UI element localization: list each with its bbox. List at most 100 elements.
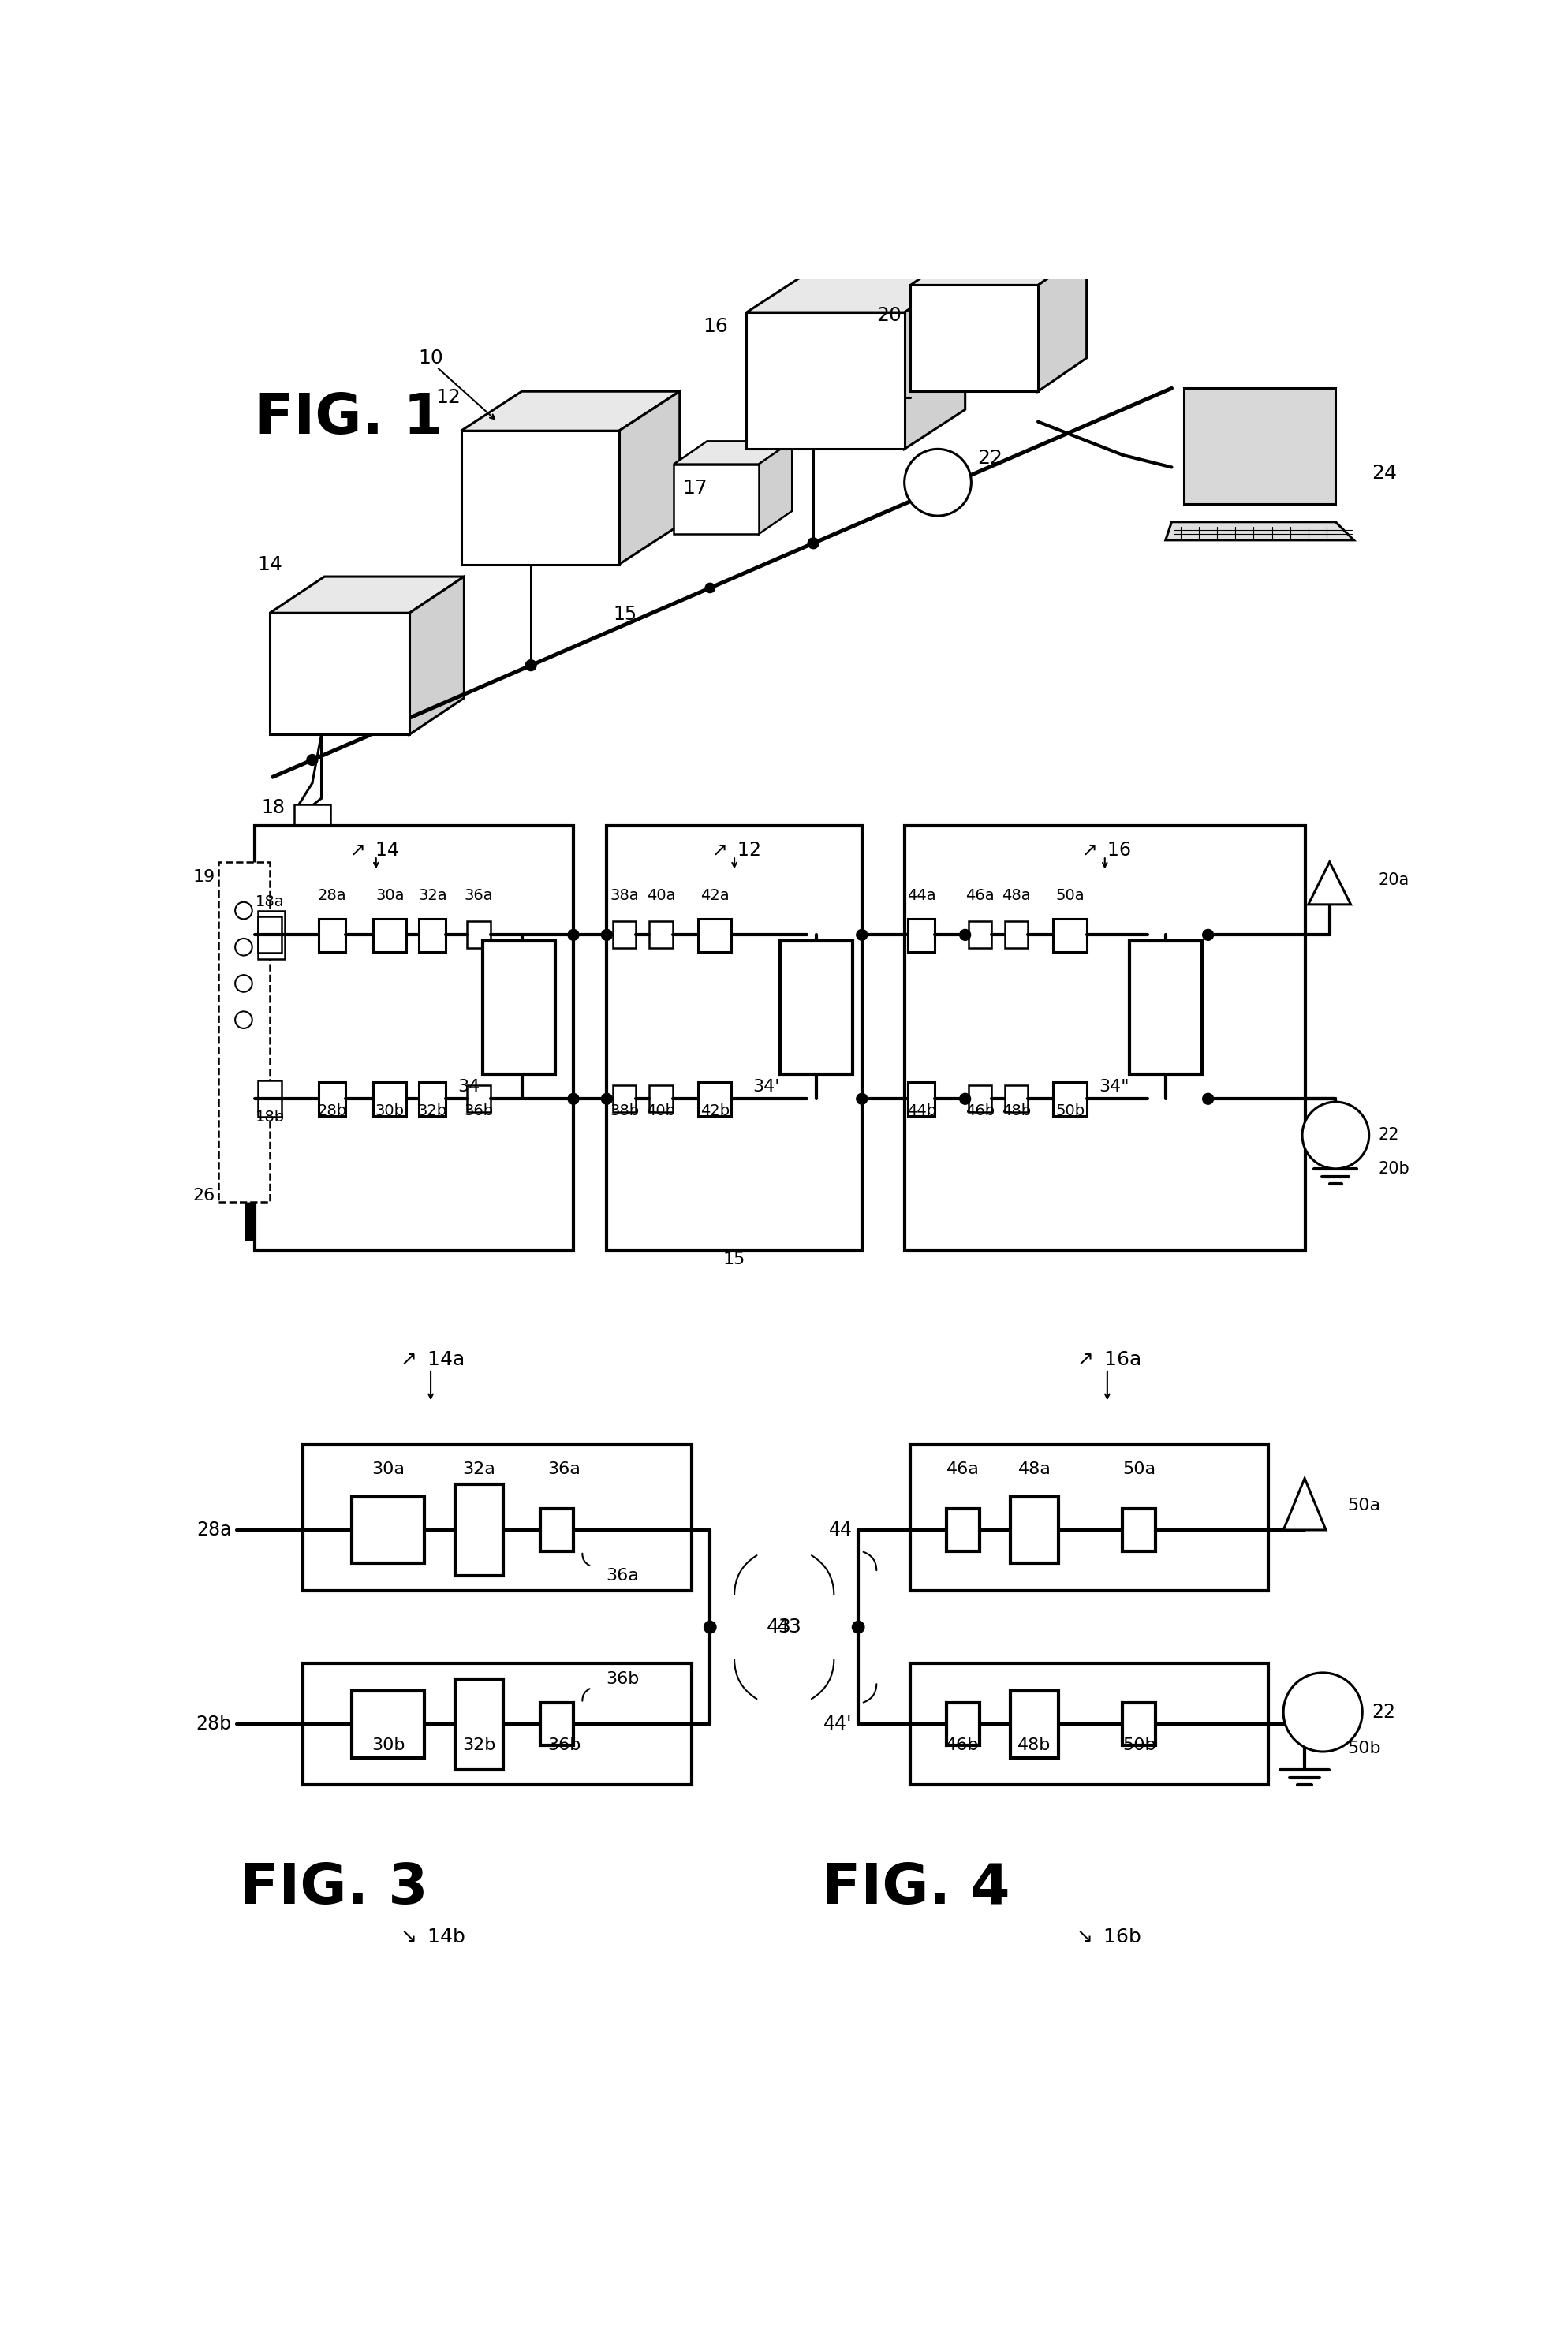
Text: FIG. 1: FIG. 1 — [254, 391, 442, 446]
Text: 30a: 30a — [372, 1462, 405, 1476]
Circle shape — [307, 753, 318, 765]
Bar — [1054, 1083, 1087, 1116]
Bar — [947, 1702, 980, 1746]
Bar — [908, 918, 935, 951]
Bar — [1054, 918, 1087, 951]
Text: 36b: 36b — [464, 1104, 494, 1118]
Text: FIG. 3: FIG. 3 — [240, 1860, 428, 1916]
Text: $\nearrow$ 12: $\nearrow$ 12 — [709, 839, 760, 860]
Bar — [295, 804, 331, 828]
Bar — [303, 1444, 691, 1590]
Text: 26: 26 — [193, 1188, 215, 1204]
Text: 30a: 30a — [376, 888, 405, 902]
Text: 36b: 36b — [605, 1672, 640, 1686]
Text: 42a: 42a — [701, 888, 729, 902]
Circle shape — [856, 930, 867, 939]
Bar — [649, 921, 673, 949]
Bar — [1005, 1086, 1027, 1111]
Bar — [455, 1483, 503, 1576]
Polygon shape — [905, 272, 966, 449]
Bar — [419, 1083, 445, 1116]
Circle shape — [525, 660, 536, 672]
Polygon shape — [619, 391, 679, 565]
Circle shape — [960, 930, 971, 939]
Text: $\nearrow$ 14a: $\nearrow$ 14a — [397, 1351, 464, 1369]
Bar — [613, 1086, 637, 1111]
Text: 34': 34' — [753, 1079, 779, 1095]
Text: 28a: 28a — [196, 1521, 232, 1539]
Text: 28b: 28b — [318, 1104, 347, 1118]
Polygon shape — [1283, 1479, 1327, 1530]
Text: 22: 22 — [1372, 1702, 1396, 1720]
Bar — [674, 465, 759, 535]
Bar — [539, 1702, 574, 1746]
Text: 43: 43 — [776, 1618, 801, 1637]
Bar — [911, 286, 1038, 391]
Text: FIG. 2: FIG. 2 — [240, 1200, 428, 1253]
Text: 44a: 44a — [906, 888, 936, 902]
Bar — [613, 921, 637, 949]
Text: 34: 34 — [458, 1079, 480, 1095]
Circle shape — [235, 902, 252, 918]
Bar — [419, 918, 445, 951]
Text: 36b: 36b — [547, 1737, 582, 1753]
Text: 46a: 46a — [946, 1462, 980, 1476]
Bar — [1005, 921, 1027, 949]
Text: FIG. 4: FIG. 4 — [822, 1860, 1010, 1916]
Text: 30b: 30b — [372, 1737, 405, 1753]
Bar — [698, 1083, 731, 1116]
Bar — [254, 825, 574, 1251]
Text: 50b: 50b — [1347, 1741, 1381, 1755]
Bar — [1010, 1497, 1058, 1562]
Text: 50b: 50b — [1123, 1737, 1156, 1753]
Text: 36a: 36a — [547, 1462, 580, 1476]
Text: 15: 15 — [723, 1251, 745, 1267]
Polygon shape — [409, 577, 464, 735]
Text: 48a: 48a — [1018, 1462, 1051, 1476]
Text: 36a: 36a — [605, 1567, 638, 1583]
Text: 20: 20 — [877, 307, 902, 326]
Bar — [1129, 942, 1203, 1074]
Text: 32a: 32a — [463, 1462, 495, 1476]
Circle shape — [1301, 1102, 1369, 1169]
Text: 44': 44' — [823, 1716, 851, 1734]
Text: 18b: 18b — [256, 1109, 284, 1125]
Circle shape — [235, 1011, 252, 1028]
Bar — [539, 1509, 574, 1551]
Bar — [1184, 388, 1336, 505]
Text: 12: 12 — [436, 388, 461, 407]
Bar — [455, 1679, 503, 1769]
Text: 14: 14 — [257, 556, 282, 574]
Polygon shape — [461, 391, 679, 430]
Text: 32b: 32b — [463, 1737, 495, 1753]
Circle shape — [960, 1093, 971, 1104]
Text: 44b: 44b — [906, 1104, 936, 1118]
Text: 42b: 42b — [701, 1104, 729, 1118]
Text: 46a: 46a — [966, 888, 994, 902]
Circle shape — [905, 449, 971, 516]
Circle shape — [602, 1093, 612, 1104]
Text: 16: 16 — [702, 316, 728, 335]
Bar — [698, 918, 731, 951]
Text: 48b: 48b — [1002, 1104, 1030, 1118]
Text: 48b: 48b — [1018, 1737, 1051, 1753]
Text: 34": 34" — [1099, 1079, 1129, 1095]
Bar — [467, 921, 491, 949]
Text: 30b: 30b — [375, 1104, 405, 1118]
Text: $\nearrow$ 16: $\nearrow$ 16 — [1079, 839, 1131, 860]
Bar — [1123, 1509, 1156, 1551]
Text: 28a: 28a — [318, 888, 347, 902]
Circle shape — [1203, 930, 1214, 939]
Bar — [908, 1083, 935, 1116]
Text: 50b: 50b — [1055, 1104, 1085, 1118]
Text: 19: 19 — [301, 835, 325, 853]
Text: 40b: 40b — [646, 1104, 676, 1118]
Bar — [1123, 1702, 1156, 1746]
Bar — [779, 942, 853, 1074]
Text: $\nearrow$ 14: $\nearrow$ 14 — [347, 839, 400, 860]
Bar — [967, 1086, 991, 1111]
Circle shape — [808, 537, 818, 549]
Text: 48a: 48a — [1002, 888, 1030, 902]
Text: 15: 15 — [613, 604, 637, 623]
Text: 50a: 50a — [1055, 888, 1085, 902]
